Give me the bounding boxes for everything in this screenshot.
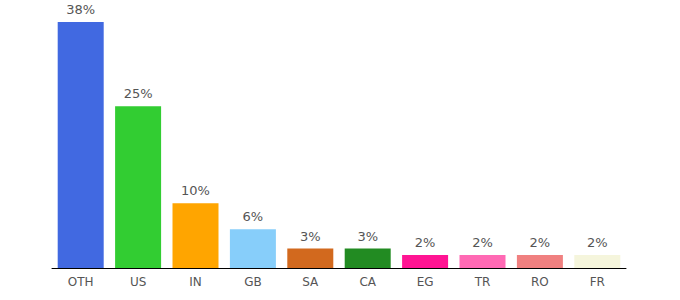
svg-text:10%: 10% xyxy=(181,183,210,198)
svg-text:2%: 2% xyxy=(472,235,493,250)
svg-text:CA: CA xyxy=(359,275,376,289)
svg-text:38%: 38% xyxy=(66,2,95,17)
svg-text:SA: SA xyxy=(302,275,319,289)
svg-text:OTH: OTH xyxy=(68,275,94,289)
svg-text:2%: 2% xyxy=(530,235,551,250)
svg-text:3%: 3% xyxy=(357,229,378,244)
svg-text:TR: TR xyxy=(474,275,491,289)
svg-text:IN: IN xyxy=(189,275,202,289)
svg-text:25%: 25% xyxy=(124,86,153,101)
svg-text:2%: 2% xyxy=(587,235,608,250)
svg-text:GB: GB xyxy=(244,275,262,289)
svg-text:6%: 6% xyxy=(243,209,264,224)
svg-text:EG: EG xyxy=(417,275,434,289)
svg-text:3%: 3% xyxy=(300,229,321,244)
svg-text:2%: 2% xyxy=(415,235,436,250)
svg-text:FR: FR xyxy=(590,275,605,289)
svg-text:RO: RO xyxy=(531,275,549,289)
svg-text:US: US xyxy=(130,275,146,289)
